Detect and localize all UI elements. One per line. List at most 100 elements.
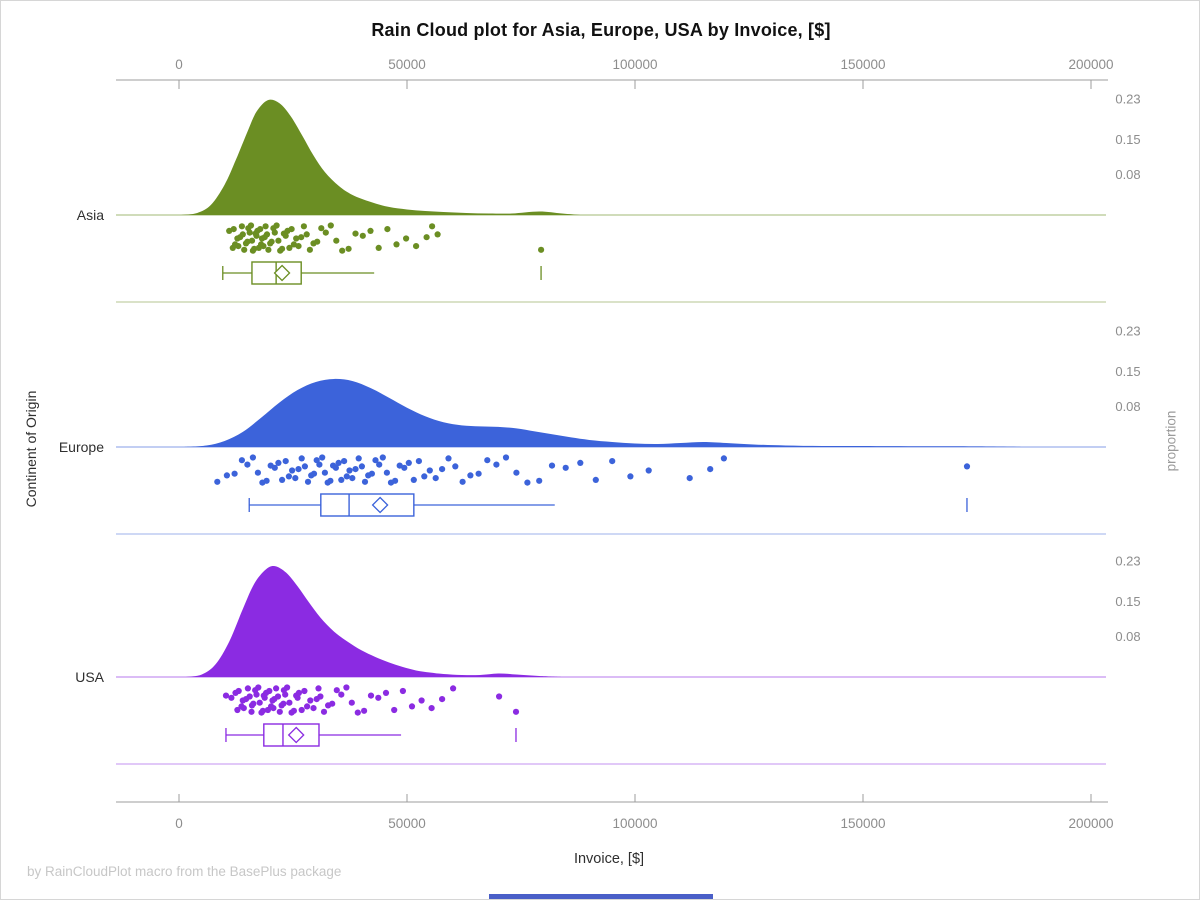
mean-diamond-asia (273, 264, 291, 282)
rain-point-asia (367, 227, 374, 234)
rain-point-usa (382, 689, 390, 697)
rain-point-europe (316, 461, 323, 468)
rain-point-europe (493, 461, 500, 468)
rain-point-usa (273, 685, 280, 692)
rain-point-europe (415, 458, 422, 465)
rain-point-europe (223, 472, 230, 479)
rain-point-europe (432, 475, 439, 482)
top-axis-tick-label: 50000 (388, 57, 426, 72)
rain-point-europe (609, 458, 616, 465)
proportion-axis-title: proportion (1163, 410, 1179, 472)
rain-point-europe (372, 457, 379, 464)
rain-point-europe (452, 463, 459, 470)
rain-point-europe (301, 463, 308, 470)
rain-point-europe (338, 476, 345, 483)
rain-point-asia (300, 223, 307, 230)
rain-point-asia (339, 247, 346, 254)
rain-point-europe (321, 469, 328, 476)
rain-point-europe (467, 472, 474, 479)
rain-point-usa (304, 703, 311, 710)
bottom-axis-tick-label: 50000 (388, 816, 426, 831)
rain-point-usa (228, 694, 235, 701)
rain-point-asia (241, 246, 248, 253)
rain-point-europe (720, 455, 728, 462)
category-label-europe: Europe (59, 439, 104, 455)
rain-point-europe (379, 454, 386, 461)
rain-point-usa (274, 693, 282, 700)
rain-point-europe (254, 469, 261, 476)
rain-point-asia (268, 238, 275, 245)
rain-point-europe (645, 467, 652, 474)
top-axis-tick-label: 200000 (1068, 57, 1113, 72)
rain-point-usa (244, 685, 251, 692)
rain-point-usa (240, 705, 247, 712)
bottom-axis-tick-label: 200000 (1068, 816, 1113, 831)
rain-point-asia (238, 223, 245, 230)
rain-point-europe (289, 467, 296, 474)
proportion-tick-label-europe: 0.23 (1115, 324, 1140, 339)
rain-point-usa (408, 703, 416, 710)
rain-point-europe (292, 475, 299, 482)
rain-point-europe (524, 479, 531, 486)
bottom-axis-tick-label: 150000 (840, 816, 885, 831)
rain-point-asia (413, 243, 420, 250)
rain-point-europe (426, 467, 433, 474)
rain-point-europe (361, 478, 369, 485)
rain-point-asia (248, 237, 256, 244)
rain-point-usa (282, 691, 289, 698)
chart-title: Rain Cloud plot for Asia, Europe, USA by… (371, 20, 831, 40)
rain-point-usa (317, 693, 324, 700)
rain-point-asia (429, 223, 436, 230)
rain-point-usa (270, 705, 277, 712)
rain-point-asia (327, 222, 334, 229)
rain-point-usa (367, 692, 375, 699)
rain-point-usa (428, 705, 435, 712)
x-axis-title: Invoice, [$] (573, 851, 645, 867)
rain-point-asia (262, 223, 269, 230)
rain-point-europe (249, 454, 256, 461)
rain-point-europe (368, 470, 375, 477)
proportion-tick-label-europe: 0.08 (1115, 399, 1140, 414)
rain-point-europe (238, 457, 245, 464)
rain-point-asia (393, 241, 400, 248)
rain-point-asia (273, 222, 280, 229)
rain-point-asia (345, 245, 352, 252)
rain-point-usa (266, 687, 273, 695)
rain-point-asia (322, 229, 329, 236)
rain-point-asia (538, 246, 545, 253)
rain-point-usa (329, 700, 336, 707)
density-cloud-asia (181, 99, 581, 215)
density-cloud-usa (185, 566, 563, 677)
rain-point-europe (332, 464, 339, 471)
rain-point-usa (315, 685, 322, 692)
rain-point-asia (246, 229, 253, 236)
rain-point-usa (250, 700, 257, 707)
rain-point-europe (263, 477, 270, 484)
rain-point-usa (338, 691, 345, 698)
rain-point-asia (235, 243, 242, 250)
rain-point-europe (548, 462, 556, 469)
rain-point-europe (396, 462, 403, 469)
rain-point-usa (246, 693, 253, 700)
rain-point-europe (562, 464, 569, 471)
rain-point-usa (354, 709, 361, 716)
rain-point-asia (359, 232, 366, 239)
rain-point-europe (484, 457, 491, 464)
rain-point-usa (235, 687, 242, 695)
rain-point-europe (214, 478, 221, 485)
rain-point-europe (513, 469, 520, 476)
rain-point-europe (577, 459, 584, 466)
category-label-usa: USA (75, 669, 104, 685)
rain-point-europe (383, 469, 390, 476)
rain-point-europe (445, 455, 452, 462)
rain-point-asia (298, 234, 305, 241)
rain-point-usa (310, 705, 317, 712)
rain-point-europe (686, 475, 693, 482)
rain-point-asia (403, 235, 410, 242)
rain-point-usa (343, 684, 350, 691)
proportion-tick-label-asia: 0.23 (1115, 92, 1140, 107)
rain-point-asia (265, 246, 272, 253)
rain-point-usa (301, 687, 308, 695)
rain-point-usa (333, 687, 340, 694)
